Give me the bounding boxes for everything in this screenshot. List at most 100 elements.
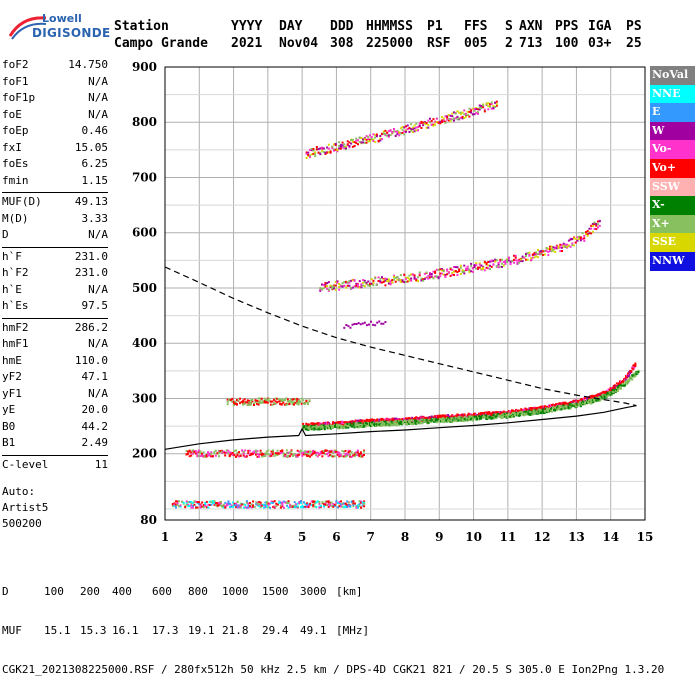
trace-point xyxy=(396,133,399,136)
trace-point xyxy=(259,453,262,456)
param-value: N/A xyxy=(88,282,108,296)
trace-point xyxy=(475,108,478,111)
trace-point xyxy=(468,419,471,422)
trace-point xyxy=(420,277,423,280)
trace-point xyxy=(470,418,473,421)
param-value: 110.0 xyxy=(74,353,108,367)
trace-point xyxy=(494,101,497,104)
trace-point xyxy=(516,261,519,264)
trace-point xyxy=(355,422,358,425)
trace-point xyxy=(451,272,454,275)
trace-point xyxy=(602,393,605,396)
trace-point xyxy=(458,270,461,273)
trace-point xyxy=(353,451,356,454)
trace-point xyxy=(241,449,244,452)
trace-point xyxy=(473,266,476,269)
trace-point xyxy=(430,274,433,277)
trace-point xyxy=(466,416,469,419)
trace-point xyxy=(343,147,346,150)
trace-point xyxy=(424,417,427,420)
trace-point xyxy=(363,453,365,456)
trace-point xyxy=(347,505,350,508)
trace-point xyxy=(472,413,475,416)
trace-point xyxy=(492,414,495,417)
trace-point xyxy=(475,111,478,114)
trace-point xyxy=(357,422,360,425)
trace-point xyxy=(445,414,448,417)
trace-point xyxy=(345,148,347,151)
trace-point xyxy=(308,423,311,426)
trace-point xyxy=(317,422,320,425)
trace-point xyxy=(483,269,486,272)
trace-point xyxy=(301,454,304,457)
trace-point xyxy=(259,501,262,504)
trace-point xyxy=(377,421,380,424)
trace-point xyxy=(339,426,342,429)
trace-point xyxy=(370,278,373,281)
trace-point xyxy=(318,506,321,509)
trace-point xyxy=(311,425,314,428)
trace-point xyxy=(605,393,608,396)
trace-point xyxy=(482,106,485,109)
trace-point xyxy=(523,414,526,417)
trace-point xyxy=(293,501,296,504)
trace-point xyxy=(208,453,211,456)
trace-point xyxy=(429,121,431,124)
trace-point xyxy=(494,105,497,108)
trace-point xyxy=(335,423,338,426)
trace-point xyxy=(473,113,476,116)
trace-point xyxy=(395,422,398,425)
trace-point xyxy=(595,399,598,402)
trace-point xyxy=(347,501,350,504)
trace-point xyxy=(568,403,571,406)
trace-point xyxy=(568,402,571,405)
trace-point xyxy=(285,449,288,452)
trace-point xyxy=(293,504,296,507)
trace-point xyxy=(310,454,313,457)
trace-point xyxy=(219,502,222,505)
trace-point xyxy=(242,403,245,406)
trace-point xyxy=(591,230,594,233)
trace-point xyxy=(204,501,207,504)
trace-point xyxy=(475,107,478,110)
trace-point xyxy=(454,112,457,115)
trace-point xyxy=(407,418,410,421)
trace-point xyxy=(408,419,411,422)
param-label: B0 xyxy=(2,419,16,433)
trace-point xyxy=(586,234,589,237)
trace-point xyxy=(525,413,528,416)
trace-point xyxy=(305,399,308,402)
trace-point xyxy=(461,269,464,272)
legend-item-ssw: SSW xyxy=(650,177,695,197)
trace-point xyxy=(602,390,605,393)
trace-point xyxy=(222,506,225,509)
trace-point xyxy=(597,393,600,396)
param-divider xyxy=(2,454,108,456)
trace-point xyxy=(373,420,376,423)
trace-point xyxy=(611,389,614,392)
trace-point xyxy=(557,403,560,406)
trace-point xyxy=(355,506,358,509)
trace-point xyxy=(432,419,435,422)
trace-point xyxy=(306,502,309,505)
trace-point xyxy=(477,416,479,419)
parameter-panel: foF2 14.750 foF1 N/A foF1p N/A foE N/A foEp 0.46 f… xyxy=(2,58,108,474)
trace-point xyxy=(326,500,329,503)
trace-point xyxy=(327,451,330,454)
trace-point xyxy=(328,424,331,427)
trace-point xyxy=(393,275,395,278)
trace-point xyxy=(554,403,557,406)
trace-point xyxy=(256,399,259,402)
trace-point xyxy=(459,113,462,116)
trace-point xyxy=(323,428,326,431)
trace-point xyxy=(447,417,450,420)
trace-point xyxy=(341,455,344,458)
trace-point xyxy=(340,500,343,503)
trace-point xyxy=(592,397,595,400)
trace-point xyxy=(268,397,271,400)
trace-point xyxy=(462,414,465,417)
trace-point xyxy=(247,452,250,455)
trace-point xyxy=(358,452,361,455)
trace-point xyxy=(617,387,620,390)
trace-point xyxy=(538,253,541,256)
